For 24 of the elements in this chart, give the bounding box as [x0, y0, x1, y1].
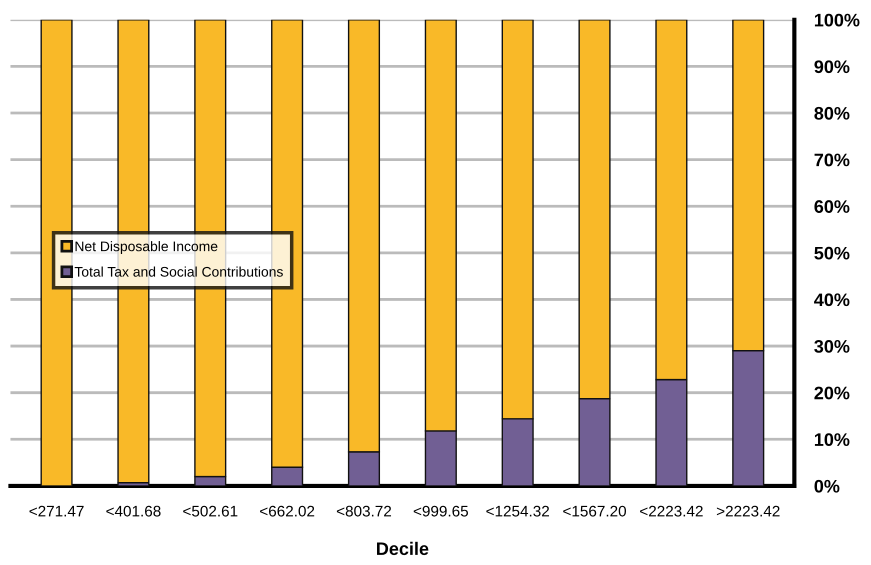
x-tick-label: <1254.32	[486, 506, 549, 517]
x-tick-label: <803.72	[336, 506, 392, 517]
y-tick-label: 80%	[814, 106, 850, 120]
x-tick-label: <502.61	[183, 506, 238, 517]
x-tick-label: <1567.20	[563, 506, 626, 517]
x-tick-label: <662.02	[260, 506, 314, 517]
legend-label: Total Tax and Social Contributions	[74, 266, 283, 277]
x-axis-title: Decile	[377, 542, 428, 556]
y-tick-label: 10%	[814, 433, 850, 446]
x-tick-label: <2223.42	[640, 506, 703, 517]
y-tick-label: 100%	[814, 14, 860, 26]
y-tick-label: 60%	[814, 200, 850, 213]
x-tick-label: >2223.42	[716, 506, 780, 517]
y-tick-label: 20%	[814, 386, 850, 400]
x-tick-label: <999.65	[414, 506, 468, 517]
legend-label: Net Disposable Income	[76, 241, 218, 254]
y-tick-label: 0%	[814, 480, 840, 493]
y-tick-label: 30%	[814, 340, 850, 353]
x-tick-label: <401.68	[106, 506, 161, 517]
y-tick-label: 70%	[814, 154, 850, 166]
x-tick-label: <271.47	[29, 506, 84, 516]
y-tick-label: 90%	[814, 60, 850, 74]
y-tick-label: 40%	[814, 293, 850, 306]
y-tick-label: 50%	[814, 246, 850, 260]
